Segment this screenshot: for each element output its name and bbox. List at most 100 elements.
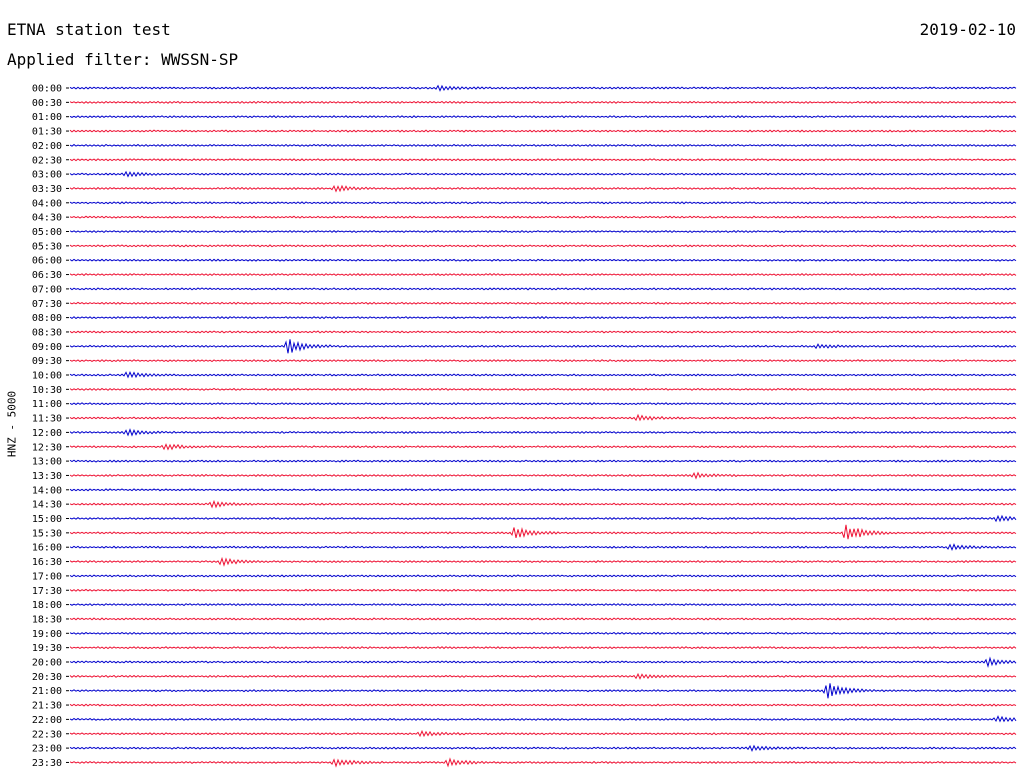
seismic-trace [69,524,1017,540]
seismic-trace [69,370,1017,379]
time-tick-label: 15:00 [32,514,62,525]
time-tick-label: 09:00 [32,342,62,353]
seismic-trace [69,744,1017,752]
time-tick-label: 17:30 [32,586,62,597]
plot-title: ETNA station test [7,20,171,39]
time-tick-label: 14:30 [32,500,62,511]
time-tick-label: 02:30 [32,155,62,166]
time-tick-label: 03:30 [32,184,62,195]
seismic-trace [69,459,1017,463]
seismic-trace [69,617,1017,621]
time-tick-label: 14:00 [32,485,62,496]
time-tick-label: 06:00 [32,256,62,267]
seismic-trace [69,656,1017,668]
time-tick-label: 08:00 [32,313,62,324]
seismic-trace [69,471,1017,480]
seismic-trace [69,244,1017,248]
time-tick-label: 23:30 [32,758,62,769]
time-tick-label: 08:30 [32,327,62,338]
seismic-trace [69,158,1017,162]
seismic-trace [69,556,1017,567]
time-tick-label: 00:30 [32,98,62,109]
filter-label: Applied filter: WWSSN-SP [7,50,239,69]
seismic-trace [69,143,1017,147]
seismic-trace [69,499,1017,509]
time-tick-label: 21:00 [32,686,62,697]
time-tick-label: 18:30 [32,614,62,625]
seismic-trace [69,215,1017,219]
time-tick-label: 16:00 [32,543,62,554]
time-tick-label: 22:00 [32,715,62,726]
seismic-trace [69,703,1017,707]
time-tick-label: 10:30 [32,385,62,396]
seismic-trace [69,229,1017,234]
time-tick-label: 11:30 [32,414,62,425]
time-tick-label: 03:00 [32,170,62,181]
time-tick-label: 12:30 [32,442,62,453]
seismic-trace [69,201,1017,205]
time-tick-label: 19:30 [32,643,62,654]
time-tick-label: 11:00 [32,399,62,410]
seismic-trace [69,301,1017,305]
time-tick-label: 12:00 [32,428,62,439]
plot-date: 2019-02-10 [919,20,1016,39]
time-tick-label: 02:00 [32,141,62,152]
seismic-trace [69,631,1017,635]
time-tick-label: 06:30 [32,270,62,281]
seismic-trace [69,715,1017,723]
seismic-trace [69,488,1017,492]
seismic-trace [69,514,1017,523]
seismic-trace [69,683,1017,699]
time-tick-label: 04:00 [32,198,62,209]
time-tick-label: 15:30 [32,528,62,539]
time-tick-label: 23:00 [32,744,62,755]
seismic-trace [69,413,1017,422]
time-tick-label: 09:30 [32,356,62,367]
seismic-trace [69,646,1017,650]
seismic-trace [69,330,1017,334]
time-tick-label: 13:00 [32,457,62,468]
time-tick-label: 19:00 [32,629,62,640]
time-tick-label: 10:00 [32,371,62,382]
time-tick-label: 05:30 [32,241,62,252]
seismic-trace [69,115,1017,119]
time-tick-label: 07:30 [32,299,62,310]
time-tick-label: 04:30 [32,213,62,224]
seismic-trace [69,443,1017,451]
time-tick-label: 07:00 [32,284,62,295]
seismic-trace [69,588,1017,592]
seismic-trace [69,543,1017,552]
seismic-trace [69,339,1017,354]
seismic-trace [69,273,1017,277]
time-tick-label: 21:30 [32,701,62,712]
time-tick-label: 01:30 [32,127,62,138]
time-tick-label: 20:30 [32,672,62,683]
seismic-trace [69,84,1017,92]
seismic-trace [69,428,1017,437]
time-tick-label: 18:00 [32,600,62,611]
time-tick-label: 00:00 [32,84,62,95]
time-tick-label: 22:30 [32,729,62,740]
seismic-trace [69,603,1017,607]
seismic-trace [69,170,1017,178]
time-tick-label: 20:00 [32,658,62,669]
time-tick-label: 13:30 [32,471,62,482]
seismic-trace [69,757,1017,768]
seismic-trace [69,402,1017,406]
time-tick-label: 01:00 [32,112,62,123]
seismic-trace [69,672,1017,680]
seismic-trace [69,359,1017,363]
seismic-trace [69,184,1017,193]
seismic-trace [69,129,1017,133]
time-tick-label: 05:00 [32,227,62,238]
seismic-trace [69,387,1017,391]
time-tick-label: 16:30 [32,557,62,568]
seismic-trace [69,287,1017,291]
time-tick-label: 17:00 [32,571,62,582]
seismic-trace [69,100,1017,104]
seismic-trace [69,316,1017,320]
seismic-trace [69,258,1017,262]
seismic-trace [69,729,1017,738]
seismic-trace [69,574,1017,578]
